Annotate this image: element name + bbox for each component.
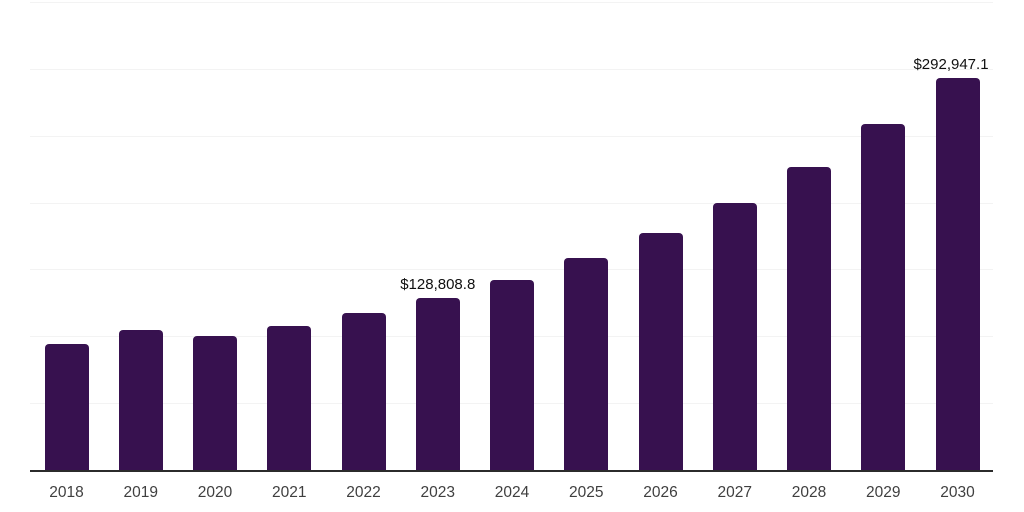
x-tick-2030: 2030 <box>940 484 975 501</box>
data-label-2030: $292,947.1 <box>913 56 989 74</box>
plot-area: $128,808.8 $292,947.1 <box>30 2 993 472</box>
x-tick-2023: 2023 <box>420 484 455 501</box>
x-tick-2021: 2021 <box>272 484 307 501</box>
data-label-2023: $128,808.8 <box>400 275 476 293</box>
x-tick-2019: 2019 <box>123 484 158 501</box>
bar-2030 <box>935 78 980 470</box>
bar-2025 <box>564 258 609 470</box>
bar-2024 <box>490 280 534 470</box>
x-tick-2029: 2029 <box>866 484 901 501</box>
bar-2019 <box>118 330 163 470</box>
bar-2028 <box>787 167 831 470</box>
bar-2029 <box>861 123 906 470</box>
x-tick-2022: 2022 <box>346 484 381 501</box>
x-tick-2026: 2026 <box>643 484 678 501</box>
gridline-300000 <box>30 68 993 70</box>
gridline-150000 <box>30 269 993 271</box>
bar-2021 <box>267 326 312 470</box>
bar-2020 <box>193 336 237 470</box>
x-tick-2020: 2020 <box>197 484 233 501</box>
x-tick-2025: 2025 <box>569 484 604 501</box>
gridline-250000 <box>30 135 993 137</box>
bar-2022 <box>341 312 386 470</box>
x-tick-2024: 2024 <box>494 484 530 501</box>
gridline-200000 <box>30 202 993 204</box>
bar-2027 <box>712 202 757 470</box>
bar-2023 <box>415 297 460 470</box>
gridline-350000 <box>30 2 993 3</box>
x-tick-2027: 2027 <box>717 484 752 501</box>
bar-2018 <box>44 343 89 470</box>
x-tick-2028: 2028 <box>791 484 827 501</box>
x-tick-2018: 2018 <box>49 484 84 501</box>
bar-2026 <box>638 232 683 470</box>
